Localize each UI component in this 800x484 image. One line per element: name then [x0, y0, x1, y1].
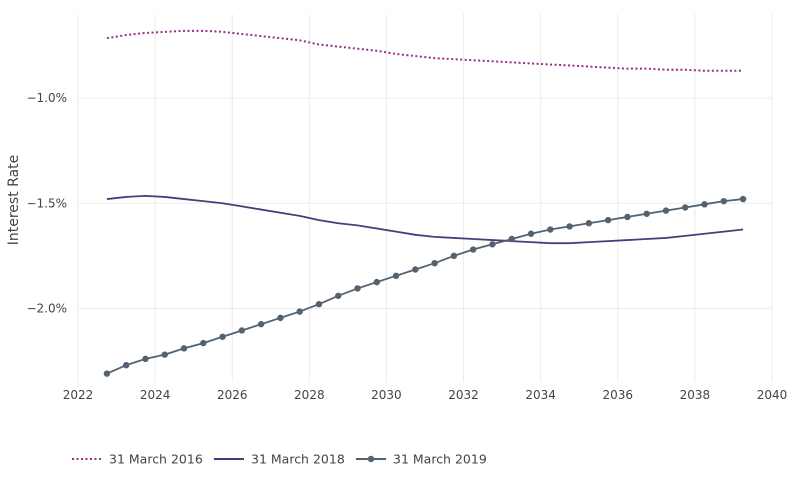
data-point [643, 210, 650, 217]
data-point [508, 235, 515, 243]
data-point [624, 213, 631, 221]
data-point [450, 252, 458, 260]
y-axis-title: Interest Rate [6, 155, 22, 246]
y-tick-label: −2.0% [26, 301, 67, 315]
data-point [200, 339, 207, 347]
series-line [106, 195, 744, 245]
data-point [701, 201, 708, 208]
data-point [335, 292, 342, 299]
grid [77, 14, 773, 382]
data-point [566, 223, 573, 230]
x-tick-label: 2036 [603, 388, 634, 402]
data-point [257, 320, 265, 328]
data-point [238, 327, 246, 334]
x-tick-label: 2040 [757, 388, 788, 402]
data-point [431, 259, 438, 267]
data-point [527, 230, 535, 237]
data-point [604, 216, 612, 224]
series-2 [106, 195, 744, 245]
x-tick-label: 2026 [217, 388, 248, 402]
series-line [106, 198, 744, 375]
series-group [103, 29, 747, 377]
data-point [296, 308, 303, 315]
legend-marker [367, 455, 375, 463]
data-point [373, 278, 381, 286]
data-point [469, 246, 477, 253]
data-point [547, 226, 554, 233]
data-point [354, 285, 361, 292]
data-point [219, 333, 226, 340]
data-point [662, 207, 670, 214]
data-point [585, 220, 593, 227]
legend-item[interactable]: 31 March 2018 [214, 452, 345, 467]
series-line [106, 29, 744, 72]
legend-item[interactable]: 31 March 2019 [356, 452, 487, 467]
legend-label: 31 March 2016 [109, 452, 203, 467]
series-3 [103, 195, 747, 377]
x-tick-label: 2032 [448, 388, 479, 402]
data-point [315, 300, 323, 308]
series-1 [106, 29, 744, 72]
legend-item[interactable]: 31 March 2016 [72, 452, 203, 467]
data-point [142, 355, 149, 363]
x-tick-label: 2028 [294, 388, 325, 402]
data-point [277, 314, 284, 322]
data-point [392, 272, 400, 280]
data-point [739, 195, 747, 203]
x-tick-label: 2034 [525, 388, 556, 402]
y-tick-label: −1.5% [26, 196, 67, 210]
legend-label: 31 March 2019 [393, 452, 487, 467]
x-tick-label: 2030 [371, 388, 402, 402]
legend-label: 31 March 2018 [251, 452, 345, 467]
data-point [122, 361, 130, 369]
x-tick-label: 2022 [63, 388, 94, 402]
data-point [412, 266, 419, 273]
data-point [682, 204, 689, 211]
data-point [180, 345, 188, 352]
x-tick-label: 2038 [680, 388, 711, 402]
x-tick-label: 2024 [140, 388, 171, 402]
data-point [161, 351, 168, 358]
y-tick-label: −1.0% [26, 91, 67, 105]
data-point [103, 370, 111, 377]
axes: 2022 2024 2026 2028 2030 2032 2034 2036 2038 2040… [26, 91, 787, 402]
data-point [720, 197, 728, 205]
data-point [489, 241, 496, 248]
legend[interactable]: 31 March 2016 31 March 2018 31 March 2019 [72, 452, 487, 467]
